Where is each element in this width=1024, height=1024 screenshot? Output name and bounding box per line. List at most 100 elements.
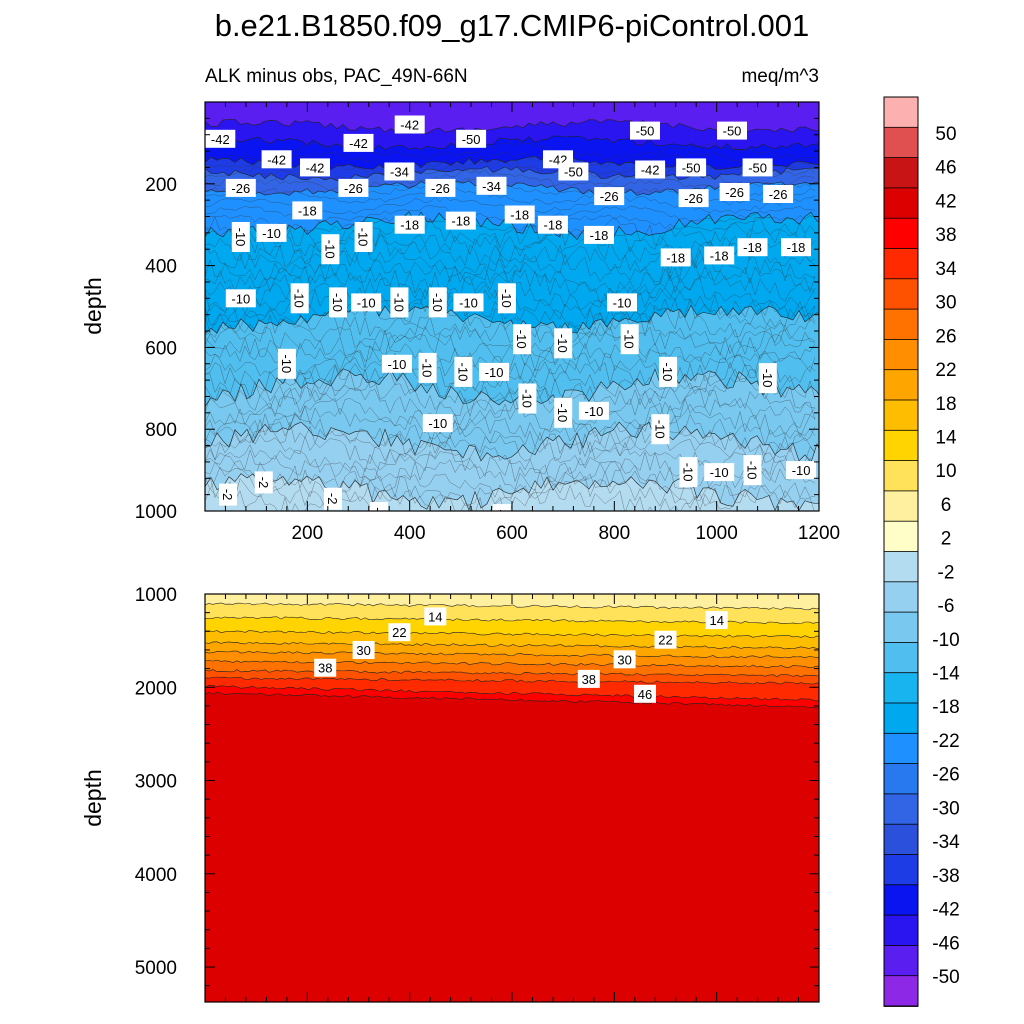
colorbar-swatch — [883, 278, 919, 310]
top-contour-label-bg — [630, 121, 660, 140]
top-contour-label-bg — [321, 234, 340, 265]
contour-line-9 — [205, 473, 819, 511]
top-contour-label-bg — [445, 211, 476, 230]
colorbar-swatch — [883, 248, 919, 280]
top-contour-label-text: -18 — [400, 218, 419, 233]
colorbar-level-label: -30 — [932, 798, 959, 819]
top-contour-label: -10 — [679, 457, 698, 488]
chart-title: b.e21.B1850.f09_g17.CMIP6-piControl.001 — [215, 8, 810, 43]
top-contour-label: -26 — [719, 183, 750, 201]
top-contour-label: -10 — [290, 283, 309, 314]
top-contour-label: -10 — [418, 352, 437, 383]
top-panel-contour-labels: -42-42-42-42-42-50-42-50-50-42 -50-50-50-… — [205, 115, 817, 563]
top-contour-label-bg — [704, 463, 735, 482]
top-contour-label-bg — [425, 178, 456, 197]
top-contour-label-text: -18 — [451, 214, 470, 229]
top-contour-label: -18 — [394, 215, 425, 234]
top-contour-label-text: -10 — [613, 295, 632, 310]
y-tick-label: 4000 — [135, 865, 177, 886]
top-contour-label-bg — [518, 383, 537, 414]
top-contour-label: -10 — [743, 455, 762, 486]
top-contour-label-text: -18 — [666, 250, 685, 265]
top-contour-label: -2 — [370, 502, 388, 519]
bot-contour-label: 30 — [352, 641, 375, 659]
top-contour-label-text: -2 — [220, 489, 235, 501]
colorbar-swatch — [883, 975, 919, 1007]
top-contour-label: -10 — [225, 289, 256, 308]
top-contour-label-text: -2 — [325, 493, 340, 505]
colorbar-swatch — [883, 217, 919, 250]
contour-detail-30 — [205, 403, 816, 438]
top-contour-label: -10 — [354, 222, 373, 252]
top-contour-label-text: -10 — [555, 334, 570, 353]
top-contour-label-text: -50 — [636, 124, 655, 139]
top-contour-label: -10 — [497, 283, 516, 314]
top-contour-label-bg — [261, 150, 292, 169]
top-contour-label: -10 — [351, 293, 382, 312]
top-contour-label-bg — [504, 205, 535, 224]
top-contour-label-text: -10 — [499, 289, 514, 308]
top-contour-label: -34 — [476, 176, 507, 195]
x-tick-label: 1000 — [696, 523, 738, 544]
contour-detail-36 — [205, 459, 816, 493]
colorbar-frame — [883, 96, 919, 1007]
top-contour-label: -42 — [394, 115, 425, 134]
top-contour-label-text: -26 — [684, 191, 703, 206]
top-contour-label: -18 — [584, 225, 614, 244]
bot-contour-label-bg — [424, 607, 447, 626]
top-contour-label-text: -26 — [769, 187, 788, 202]
top-contour-label-text: -34 — [390, 165, 409, 180]
contour-line-7 — [205, 368, 819, 407]
colorbar-level-label: -46 — [932, 933, 959, 954]
top-contour-label-text: -18 — [298, 203, 317, 218]
bot-contour-label-text: 30 — [356, 643, 370, 658]
top-contour-label-text: -10 — [760, 369, 775, 388]
bot-contour-label-bg — [577, 669, 600, 688]
bottom-panel-contour-fill — [205, 594, 819, 1002]
colorbar-swatch — [883, 793, 919, 826]
top-contour-label: -2 — [447, 516, 465, 538]
y-tick-label: 400 — [145, 257, 177, 278]
bot-contour-label-text: 22 — [392, 625, 406, 640]
top-contour-label: -10 — [518, 383, 537, 414]
bot-contour-label-bg — [314, 658, 337, 677]
top-contour-label: -2 — [636, 541, 654, 563]
bot-contour-label-bg — [634, 684, 656, 703]
top-contour-label: -10 — [704, 463, 735, 482]
y-tick-label: 1000 — [135, 502, 177, 523]
top-y-axis: 200 400 600 800 1000 — [135, 101, 819, 523]
top-contour-label: -50 — [676, 158, 707, 177]
top-contour-label: -42 — [343, 133, 374, 152]
top-contour-label-text: -10 — [622, 330, 637, 349]
top-contour-label-text: -2 — [448, 522, 463, 534]
top-contour-label-text: -50 — [723, 124, 742, 139]
colorbar-swatch — [883, 702, 919, 735]
colorbar-level-label: 38 — [935, 225, 956, 246]
top-contour-label-bg — [290, 283, 309, 314]
top-contour-label: -10 — [422, 414, 453, 433]
top-contour-label-text: -10 — [231, 291, 250, 306]
contour-detail-25 — [205, 359, 816, 392]
colorbar-swatch — [883, 581, 919, 613]
top-contour-label-text: -50 — [462, 132, 481, 147]
bot-contour-line-5 — [205, 659, 819, 668]
top-contour-label: -50 — [558, 162, 589, 181]
top-contour-label-text: -10 — [233, 228, 248, 247]
top-contour-label-text: -42 — [641, 163, 660, 178]
top-contour-label-text: -10 — [519, 389, 534, 408]
top-contour-label: -10 — [758, 363, 777, 394]
top-contour-label-bg — [381, 354, 412, 373]
top-contour-label-text: -42 — [267, 152, 286, 167]
top-contour-label-bg — [651, 414, 670, 445]
colorbar-level-label: -26 — [932, 765, 959, 786]
contour-detail-24 — [205, 352, 816, 384]
contour-detail-22 — [205, 331, 816, 364]
top-contour-label-text: -10 — [585, 404, 604, 419]
top-contour-label-bg — [781, 238, 811, 257]
colorbar-level-label: 26 — [935, 326, 956, 347]
top-contour-label-text: -2 — [371, 507, 386, 519]
x-tick-label: 600 — [496, 523, 528, 544]
top-contour-label-bg — [554, 397, 573, 428]
bot-contour-label-bg — [654, 630, 677, 649]
band-9 — [205, 473, 819, 511]
